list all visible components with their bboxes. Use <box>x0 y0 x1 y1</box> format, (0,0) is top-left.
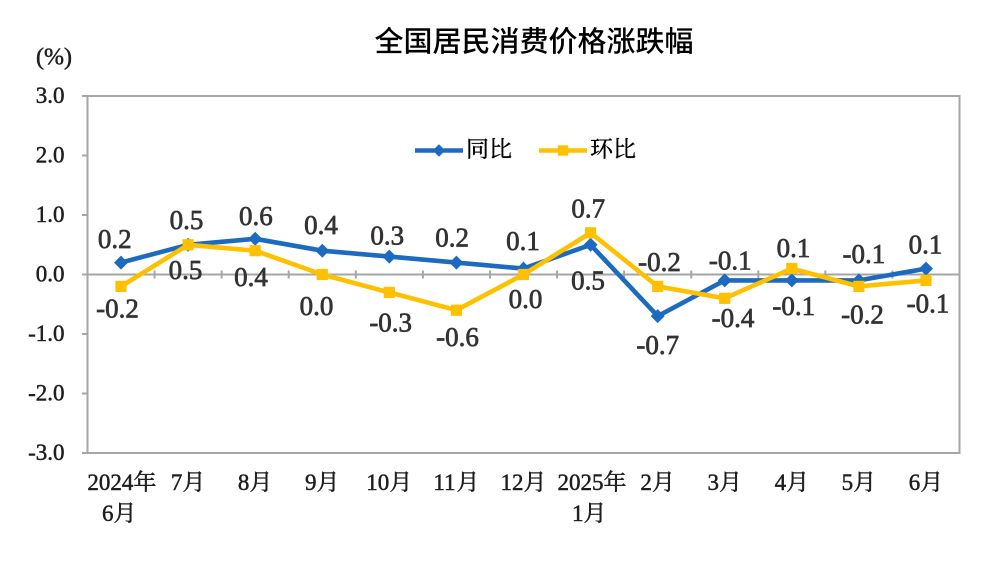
svg-text:11: 11 <box>433 470 455 495</box>
svg-text:(%): (%) <box>36 45 72 71</box>
svg-text:10: 10 <box>366 470 389 495</box>
svg-text:1.0: 1.0 <box>36 202 65 227</box>
svg-text:9: 9 <box>305 470 317 495</box>
svg-text:0.5: 0.5 <box>169 255 203 285</box>
svg-text:0.1: 0.1 <box>506 226 540 256</box>
svg-text:0.5: 0.5 <box>170 205 204 235</box>
svg-text:2.0: 2.0 <box>36 143 65 168</box>
svg-text:4: 4 <box>775 470 787 495</box>
svg-text:12: 12 <box>501 470 524 495</box>
svg-text:-0.6: -0.6 <box>436 322 479 352</box>
svg-text:0.4: 0.4 <box>304 210 338 240</box>
svg-text:-0.1: -0.1 <box>772 291 815 321</box>
svg-text:-0.2: -0.2 <box>638 247 681 277</box>
svg-text:7: 7 <box>171 470 183 495</box>
svg-text:0.1: 0.1 <box>777 233 811 263</box>
svg-text:0.0: 0.0 <box>300 291 334 321</box>
svg-text:6: 6 <box>102 501 114 526</box>
svg-text:-2.0: -2.0 <box>28 381 64 406</box>
svg-text:-0.4: -0.4 <box>712 303 755 333</box>
svg-text:0.0: 0.0 <box>509 284 543 314</box>
svg-text:0.5: 0.5 <box>571 265 605 295</box>
svg-text:8: 8 <box>238 470 250 495</box>
svg-text:-0.2: -0.2 <box>96 294 139 324</box>
svg-text:0.7: 0.7 <box>571 194 605 224</box>
svg-text:-0.2: -0.2 <box>841 299 884 329</box>
svg-text:-0.1: -0.1 <box>843 239 886 269</box>
svg-text:-0.3: -0.3 <box>369 308 412 338</box>
svg-text:0.3: 0.3 <box>370 220 404 250</box>
svg-text:0.4: 0.4 <box>234 262 268 292</box>
svg-text:3.0: 3.0 <box>36 83 65 108</box>
svg-text:0.2: 0.2 <box>98 224 132 254</box>
svg-text:0.6: 0.6 <box>239 201 273 231</box>
svg-text:0.0: 0.0 <box>36 262 65 287</box>
svg-text:2025: 2025 <box>558 470 604 495</box>
svg-text:-0.1: -0.1 <box>709 245 752 275</box>
svg-text:2: 2 <box>640 470 652 495</box>
svg-text:0.2: 0.2 <box>435 222 469 252</box>
svg-text:6: 6 <box>909 470 921 495</box>
svg-text:-0.1: -0.1 <box>907 289 950 319</box>
svg-text:0.1: 0.1 <box>909 230 943 260</box>
svg-text:2024: 2024 <box>87 470 133 495</box>
svg-text:5: 5 <box>842 470 854 495</box>
svg-text:1: 1 <box>572 501 584 526</box>
svg-text:3: 3 <box>708 470 720 495</box>
svg-text:-3.0: -3.0 <box>28 440 64 465</box>
svg-text:-0.7: -0.7 <box>636 330 679 360</box>
svg-text:-1.0: -1.0 <box>28 321 64 346</box>
